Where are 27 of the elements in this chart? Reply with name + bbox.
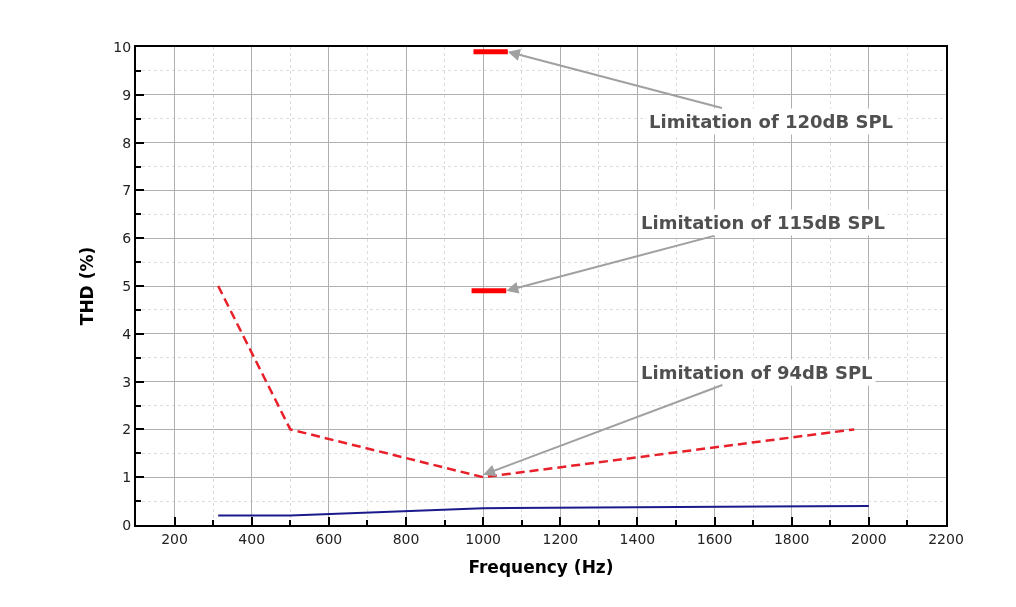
y-tick-label: 9 <box>122 86 132 103</box>
y-axis-title: THD (%) <box>77 246 98 326</box>
x-tick-label: 1000 <box>465 530 501 547</box>
annotation: Limitation of 120dB SPL <box>649 111 894 132</box>
x-axis-title: Frequency (Hz) <box>468 556 614 577</box>
x-tick-label: 600 <box>315 530 343 547</box>
y-tick-label: 3 <box>122 373 132 390</box>
y-tick-label: 7 <box>122 182 132 199</box>
y-tick-label: 2 <box>122 421 132 438</box>
x-tick-label: 800 <box>392 530 420 547</box>
x-tick-label: 2200 <box>928 530 964 547</box>
y-tick-label: 10 <box>113 38 132 55</box>
annotation: Limitation of 94dB SPL <box>641 362 873 383</box>
y-tick-label: 6 <box>122 230 132 247</box>
x-tick-label: 1800 <box>773 530 810 547</box>
annotation: Limitation of 115dB SPL <box>641 212 886 233</box>
x-tick-label: 400 <box>238 530 266 547</box>
y-tick-label: 5 <box>122 277 132 294</box>
x-tick-label: 2000 <box>851 530 887 547</box>
y-tick-label: 0 <box>122 516 132 533</box>
x-tick-label: 1400 <box>619 530 656 547</box>
y-tick-label: 8 <box>122 134 132 151</box>
y-tick-label: 4 <box>122 325 132 342</box>
x-tick-label: 1200 <box>542 530 579 547</box>
y-tick-label: 1 <box>122 469 132 486</box>
x-tick-label: 1600 <box>696 530 733 547</box>
x-tick-label: 200 <box>161 530 188 547</box>
